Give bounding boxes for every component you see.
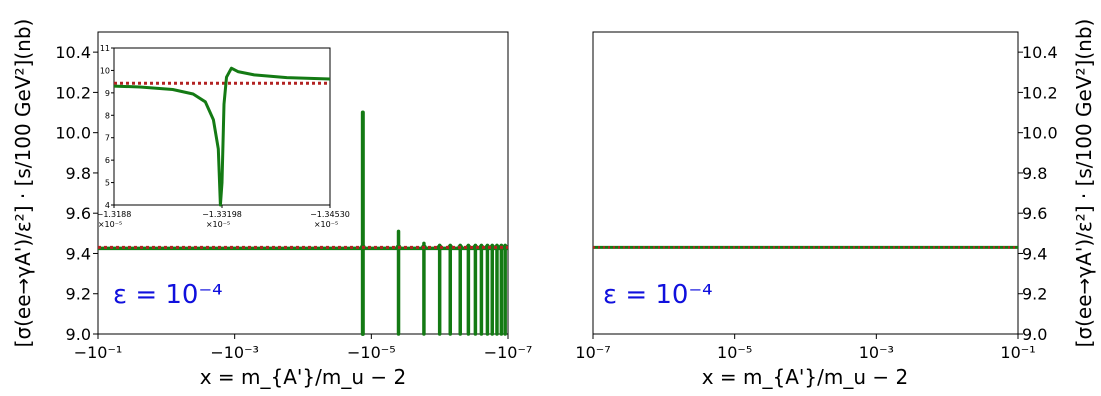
left-y-tick-label: 9.0 [66,325,91,344]
inset-x-tick-label: −1.33198 [202,210,242,219]
right-plot-frame [592,31,1019,335]
left-y-tick-label: 10.4 [55,43,91,62]
inset-x-tick-label: −1.34530 [310,210,350,219]
right-y-tick-label: 9.6 [1022,204,1047,223]
right-y-tick-label: 10.0 [1022,124,1058,143]
right-panel: 9.0 9.2 9.4 9.6 9.8 10.0 10.2 10.4 10⁻⁷ 10⁻⁵ 10⁻³… [575,19,1096,389]
inset-y-tick-label: 5 [105,179,110,188]
right-y-tick-label: 9.4 [1022,244,1047,263]
right-x-tick-label: 10⁻⁵ [717,343,752,362]
inset-y-tick-label: 4 [105,201,110,210]
inset-y-tick-label: 11 [100,44,110,53]
left-y-tick-label: 9.4 [66,244,91,263]
right-y-tick-label: 9.0 [1022,325,1047,344]
right-y-ticks: 9.0 9.2 9.4 9.6 9.8 10.0 10.2 10.4 [1018,43,1058,344]
right-y-tick-label: 10.2 [1022,83,1058,102]
right-x-tick-label: 10⁻⁷ [575,343,610,362]
right-x-tick-label: 10⁻³ [859,343,894,362]
right-y-tick-label: 9.2 [1022,285,1047,304]
left-epsilon-annotation: ε = 10⁻⁴ [113,280,223,310]
left-y-axis-label: [σ(ee→γA')/ε²] · [s/100 GeV²](nb) [11,19,35,348]
inset-y-tick-label: 6 [105,156,110,165]
left-y-tick-label: 10.0 [55,124,91,143]
right-epsilon-annotation: ε = 10⁻⁴ [603,280,713,310]
left-y-ticks: 9.0 9.2 9.4 9.6 9.8 10.0 10.2 10.4 [55,43,98,344]
left-x-tick-label: −10⁻⁵ [347,343,396,362]
right-x-tick-label: 10⁻¹ [1000,343,1035,362]
left-x-ticks: −10⁻¹ −10⁻³ −10⁻⁵ −10⁻⁷ [74,334,533,362]
inset-y-tick-label: 7 [105,134,110,143]
left-panel: 9.09.29.49.69.810.010.210.4 −10⁻¹ −10⁻³ −1… [11,19,532,389]
right-y-tick-label: 10.4 [1022,43,1058,62]
inset-x-tick-exponent: ×10⁻⁵ [98,220,122,229]
left-plot-frame [97,31,509,335]
right-x-ticks: 10⁻⁷ 10⁻⁵ 10⁻³ 10⁻¹ [575,334,1036,362]
inset-y-tick-label: 9 [105,89,110,98]
inset-y-tick-label: 8 [105,111,110,120]
left-y-tick-label: 9.2 [66,285,91,304]
inset-data-lines [113,66,331,207]
inset-resonance-curve [113,66,331,207]
inset-x-tick-exponent: ×10⁻⁵ [206,220,230,229]
left-y-tick-label: 9.6 [66,204,91,223]
inset-x-tick-exponent: ×10⁻⁵ [314,220,338,229]
left-y-tick-label: 9.8 [66,164,91,183]
right-y-axis-label: [σ(ee→γA')/ε²] · [s/100 GeV²](nb) [1072,19,1096,348]
left-y-tick-label: 10.2 [55,83,91,102]
inset-x-ticks: −1.3188×10⁻⁵−1.33198×10⁻⁵−1.34530×10⁻⁵ [97,205,350,229]
right-y-tick-label: 9.8 [1022,164,1047,183]
left-x-tick-label: −10⁻¹ [74,343,123,362]
left-x-axis-label: x = m_{A'}/m_u − 2 [200,365,407,389]
inset-y-tick-label: 10 [100,66,110,75]
left-x-tick-label: −10⁻³ [210,343,259,362]
inset-x-tick-label: −1.3188 [97,210,132,219]
left-x-tick-label: −10⁻⁷ [484,343,533,362]
left-data-lines [98,110,509,336]
right-x-axis-label: x = m_{A'}/m_u − 2 [702,365,909,389]
inset-y-ticks: 4 5 6 7 8 9 10 11 [100,44,114,210]
